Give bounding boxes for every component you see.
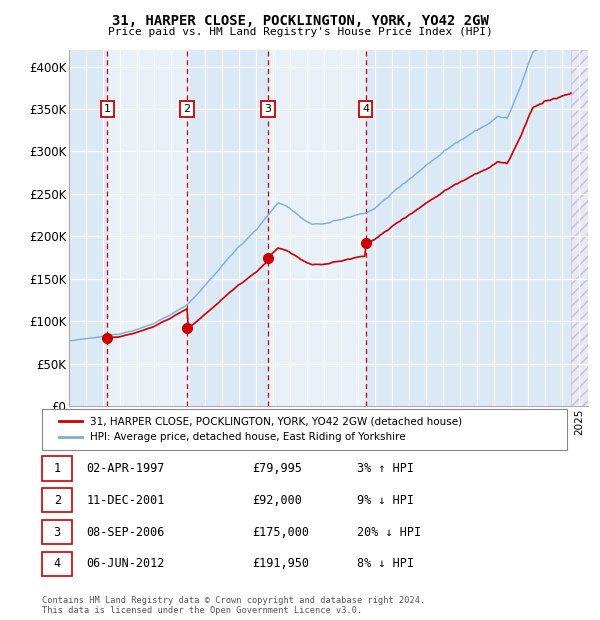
Text: 02-APR-1997: 02-APR-1997 xyxy=(86,462,165,475)
Text: £79,995: £79,995 xyxy=(252,462,302,475)
Text: £175,000: £175,000 xyxy=(252,526,309,539)
FancyBboxPatch shape xyxy=(42,552,73,576)
Text: 8% ↓ HPI: 8% ↓ HPI xyxy=(357,557,414,570)
Text: 4: 4 xyxy=(362,104,369,114)
Text: 1: 1 xyxy=(104,104,111,114)
FancyBboxPatch shape xyxy=(42,488,73,512)
Text: 06-JUN-2012: 06-JUN-2012 xyxy=(86,557,165,570)
Text: 2: 2 xyxy=(53,494,61,507)
Text: 08-SEP-2006: 08-SEP-2006 xyxy=(86,526,165,539)
Bar xyxy=(107,50,187,406)
Bar xyxy=(187,50,268,406)
Bar xyxy=(365,50,571,406)
Bar xyxy=(571,50,588,406)
FancyBboxPatch shape xyxy=(42,520,73,544)
Text: 1: 1 xyxy=(53,462,61,475)
Text: 2: 2 xyxy=(184,104,191,114)
Text: 3% ↑ HPI: 3% ↑ HPI xyxy=(357,462,414,475)
Legend: 31, HARPER CLOSE, POCKLINGTON, YORK, YO42 2GW (detached house), HPI: Average pri: 31, HARPER CLOSE, POCKLINGTON, YORK, YO4… xyxy=(52,410,469,448)
Text: 20% ↓ HPI: 20% ↓ HPI xyxy=(357,526,421,539)
Bar xyxy=(69,50,107,406)
Bar xyxy=(268,50,365,406)
FancyBboxPatch shape xyxy=(42,409,567,450)
Text: £191,950: £191,950 xyxy=(252,557,309,570)
Text: £92,000: £92,000 xyxy=(252,494,302,507)
Text: 9% ↓ HPI: 9% ↓ HPI xyxy=(357,494,414,507)
FancyBboxPatch shape xyxy=(42,456,73,480)
Text: 3: 3 xyxy=(265,104,271,114)
Text: 31, HARPER CLOSE, POCKLINGTON, YORK, YO42 2GW: 31, HARPER CLOSE, POCKLINGTON, YORK, YO4… xyxy=(112,14,488,28)
Text: 4: 4 xyxy=(53,557,61,570)
Text: 3: 3 xyxy=(53,526,61,539)
Text: 11-DEC-2001: 11-DEC-2001 xyxy=(86,494,165,507)
Text: Contains HM Land Registry data © Crown copyright and database right 2024.
This d: Contains HM Land Registry data © Crown c… xyxy=(42,596,425,615)
Text: Price paid vs. HM Land Registry's House Price Index (HPI): Price paid vs. HM Land Registry's House … xyxy=(107,27,493,37)
